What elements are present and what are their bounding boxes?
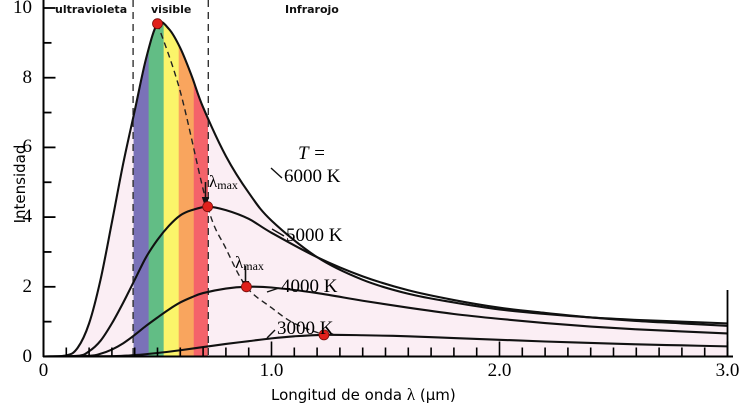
axes-lines — [42, 0, 733, 358]
lambda-symbol: λ — [209, 172, 218, 191]
x-axis-title-symbol: λ — [406, 385, 416, 404]
x-axis-title-unit: (μm) — [419, 386, 456, 404]
curve-label-3000k: 3000 K — [277, 318, 334, 339]
annotation-lambda-max-5000: λmax — [209, 172, 238, 193]
curve-6000k — [43, 20, 727, 357]
wien-locus-dashed — [156, 23, 325, 336]
y-tick-label-10: 10 — [13, 0, 32, 18]
lambda-subscript: max — [217, 178, 238, 192]
y-tick-label-6: 6 — [22, 136, 33, 158]
lambda-symbol: λ — [235, 253, 244, 272]
spectrum-band-yellow — [163, 21, 180, 357]
y-tick-label-2: 2 — [22, 275, 33, 297]
curve-5000k — [43, 205, 727, 357]
y-axis-ticks — [43, 7, 56, 358]
visible-spectrum-bands — [133, 21, 208, 357]
curve-label-6000k: 6000 K — [284, 166, 341, 187]
spectrum-band-red — [193, 21, 208, 357]
x-tick-label-1.0: 1.0 — [259, 360, 284, 381]
temperature-legend-title: T = — [298, 143, 326, 164]
x-tick-label-0: 0 — [38, 360, 49, 381]
area-fill-6000k — [43, 21, 727, 357]
spectrum-band-orange — [178, 21, 195, 357]
peak-marker-3000k — [318, 329, 330, 341]
band-label-ultraviolet: ultravioleta — [55, 3, 128, 16]
peak-marker-4000k — [241, 281, 252, 293]
x-tick-label-3.0: 3.0 — [715, 360, 740, 381]
y-tick-label-8: 8 — [22, 66, 33, 88]
leader-3000 — [266, 329, 276, 339]
peak-markers — [152, 18, 330, 341]
y-tick-label-0: 0 — [22, 345, 33, 367]
curve-4000k — [43, 285, 727, 357]
peak-marker-5000k — [202, 201, 214, 213]
label-leader-lines — [266, 167, 285, 339]
x-axis-ticks — [65, 341, 729, 357]
y-axis-title: Intensidad — [11, 144, 29, 224]
leader-5000 — [271, 228, 285, 237]
curve-label-5000k: 5000 K — [286, 225, 343, 246]
leader-6000 — [270, 167, 283, 179]
band-label-infrared: Infrarojo — [285, 3, 339, 16]
x-tick-label-2.0: 2.0 — [487, 360, 512, 381]
band-label-visible: visible — [151, 3, 192, 16]
y-tick-label-4: 4 — [22, 206, 33, 228]
x-axis-title-text: Longitud de onda — [271, 386, 403, 404]
curve-label-4000k: 4000 K — [281, 276, 338, 297]
peak-marker-6000k — [152, 18, 163, 30]
spectrum-band-green — [148, 21, 165, 357]
leader-4000 — [266, 287, 280, 293]
annotation-lambda-max-4000: λmax — [235, 253, 264, 274]
x-axis-title: Longitud de onda λ (μm) — [271, 385, 456, 405]
planck-curves — [43, 20, 727, 357]
lambda-subscript: max — [243, 259, 264, 273]
